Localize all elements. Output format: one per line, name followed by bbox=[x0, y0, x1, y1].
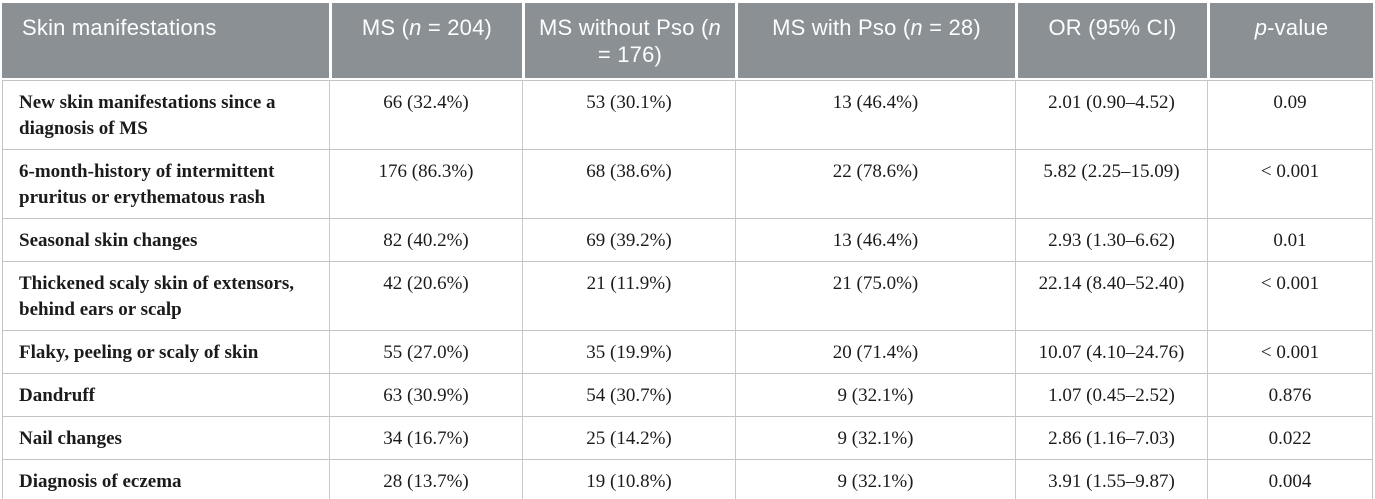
row-label: New skin manifestations since a diagnosi… bbox=[2, 80, 329, 149]
cell-p-value: 0.01 bbox=[1207, 218, 1373, 261]
table-row: Nail changes 34 (16.7%) 25 (14.2%) 9 (32… bbox=[2, 416, 1373, 459]
col-header-ms-with-pso: MS with Pso (n = 28) bbox=[735, 3, 1015, 80]
header-text: OR (95% CI) bbox=[1048, 15, 1177, 40]
cell-p-value: 0.876 bbox=[1207, 373, 1373, 416]
cell-ms-with-pso: 13 (46.4%) bbox=[735, 218, 1015, 261]
header-text: MS with Pso ( bbox=[772, 15, 911, 40]
cell-ms-without-pso: 21 (11.9%) bbox=[522, 261, 735, 330]
cell-ms-without-pso: 53 (30.1%) bbox=[522, 80, 735, 149]
col-header-p-value: p-value bbox=[1207, 3, 1373, 80]
cell-p-value: 0.022 bbox=[1207, 416, 1373, 459]
cell-ms-with-pso: 20 (71.4%) bbox=[735, 330, 1015, 373]
header-text: MS without Pso ( bbox=[539, 15, 709, 40]
table-row: Diagnosis of eczema 28 (13.7%) 19 (10.8%… bbox=[2, 459, 1373, 499]
table-body: New skin manifestations since a diagnosi… bbox=[2, 80, 1373, 499]
cell-ms-without-pso: 19 (10.8%) bbox=[522, 459, 735, 499]
row-label: Thickened scaly skin of extensors, behin… bbox=[2, 261, 329, 330]
row-label: Flaky, peeling or scaly of skin bbox=[2, 330, 329, 373]
cell-ms-with-pso: 9 (32.1%) bbox=[735, 373, 1015, 416]
cell-ms-with-pso: 13 (46.4%) bbox=[735, 80, 1015, 149]
table-row: New skin manifestations since a diagnosi… bbox=[2, 80, 1373, 149]
cell-p-value: < 0.001 bbox=[1207, 149, 1373, 218]
col-header-or-ci: OR (95% CI) bbox=[1015, 3, 1207, 80]
cell-ms: 176 (86.3%) bbox=[329, 149, 522, 218]
cell-or-ci: 3.91 (1.55–9.87) bbox=[1015, 459, 1207, 499]
row-label: Diagnosis of eczema bbox=[2, 459, 329, 499]
cell-or-ci: 10.07 (4.10–24.76) bbox=[1015, 330, 1207, 373]
cell-ms-without-pso: 69 (39.2%) bbox=[522, 218, 735, 261]
cell-or-ci: 2.93 (1.30–6.62) bbox=[1015, 218, 1207, 261]
cell-ms-without-pso: 54 (30.7%) bbox=[522, 373, 735, 416]
cell-p-value: 0.004 bbox=[1207, 459, 1373, 499]
cell-ms-with-pso: 21 (75.0%) bbox=[735, 261, 1015, 330]
row-label: Dandruff bbox=[2, 373, 329, 416]
cell-ms: 63 (30.9%) bbox=[329, 373, 522, 416]
table-row: Seasonal skin changes 82 (40.2%) 69 (39.… bbox=[2, 218, 1373, 261]
skin-manifestations-table: Skin manifestations MS (n = 204) MS with… bbox=[2, 3, 1373, 499]
row-label: Nail changes bbox=[2, 416, 329, 459]
row-label: Seasonal skin changes bbox=[2, 218, 329, 261]
table-row: Thickened scaly skin of extensors, behin… bbox=[2, 261, 1373, 330]
col-header-skin-manifestations: Skin manifestations bbox=[2, 3, 329, 80]
cell-ms-with-pso: 22 (78.6%) bbox=[735, 149, 1015, 218]
cell-or-ci: 2.01 (0.90–4.52) bbox=[1015, 80, 1207, 149]
table-header: Skin manifestations MS (n = 204) MS with… bbox=[2, 3, 1373, 80]
cell-ms: 34 (16.7%) bbox=[329, 416, 522, 459]
cell-or-ci: 1.07 (0.45–2.52) bbox=[1015, 373, 1207, 416]
header-text: MS ( bbox=[361, 15, 410, 40]
col-header-ms-without-pso: MS without Pso (n = 176) bbox=[522, 3, 735, 80]
cell-or-ci: 2.86 (1.16–7.03) bbox=[1015, 416, 1207, 459]
table-row: Flaky, peeling or scaly of skin 55 (27.0… bbox=[2, 330, 1373, 373]
cell-or-ci: 5.82 (2.25–15.09) bbox=[1015, 149, 1207, 218]
col-header-ms: MS (n = 204) bbox=[329, 3, 522, 80]
table-row: 6-month-history of intermittent pruritus… bbox=[2, 149, 1373, 218]
cell-ms-with-pso: 9 (32.1%) bbox=[735, 459, 1015, 499]
cell-p-value: < 0.001 bbox=[1207, 261, 1373, 330]
header-row: Skin manifestations MS (n = 204) MS with… bbox=[2, 3, 1373, 80]
cell-ms: 66 (32.4%) bbox=[329, 80, 522, 149]
cell-p-value: 0.09 bbox=[1207, 80, 1373, 149]
row-label: 6-month-history of intermittent pruritus… bbox=[2, 149, 329, 218]
cell-ms-with-pso: 9 (32.1%) bbox=[735, 416, 1015, 459]
cell-ms-without-pso: 35 (19.9%) bbox=[522, 330, 735, 373]
cell-ms: 55 (27.0%) bbox=[329, 330, 522, 373]
cell-ms: 28 (13.7%) bbox=[329, 459, 522, 499]
header-text: Skin manifestations bbox=[22, 15, 217, 40]
cell-ms-without-pso: 25 (14.2%) bbox=[522, 416, 735, 459]
cell-p-value: < 0.001 bbox=[1207, 330, 1373, 373]
table-row: Dandruff 63 (30.9%) 54 (30.7%) 9 (32.1%)… bbox=[2, 373, 1373, 416]
cell-ms-without-pso: 68 (38.6%) bbox=[522, 149, 735, 218]
cell-ms: 82 (40.2%) bbox=[329, 218, 522, 261]
cell-or-ci: 22.14 (8.40–52.40) bbox=[1015, 261, 1207, 330]
cell-ms: 42 (20.6%) bbox=[329, 261, 522, 330]
